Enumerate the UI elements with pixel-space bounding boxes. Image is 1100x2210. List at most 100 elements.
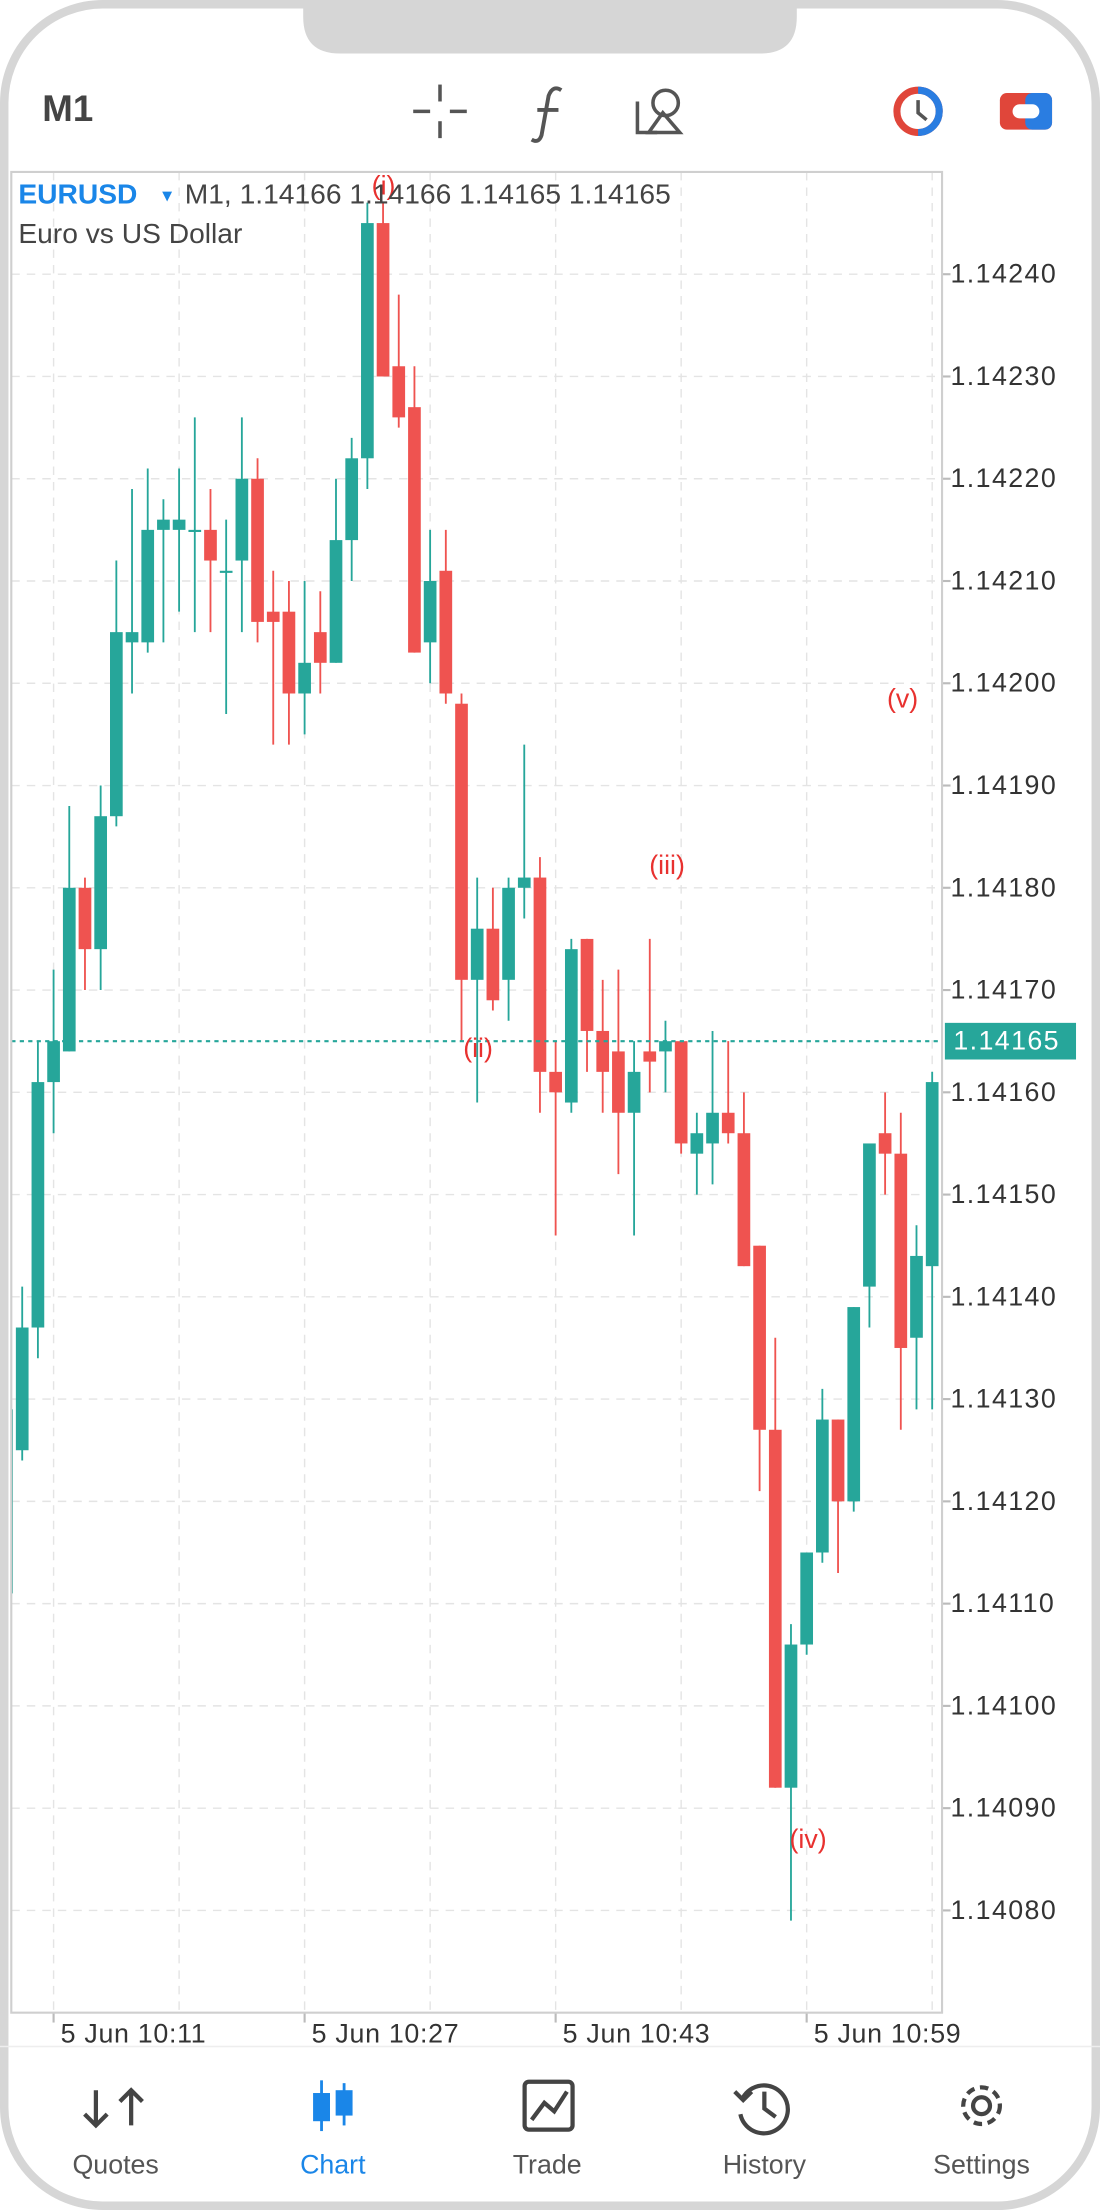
candle-body: [219, 570, 233, 573]
last-price-box: [944, 1022, 1077, 1060]
tab-bar: Quotes Chart Trade History Settings: [72, 2149, 1029, 2179]
candle-body: [329, 540, 343, 663]
y-tick-label: 1.14160: [951, 1077, 1058, 1107]
candle-body: [470, 928, 484, 980]
x-tick-label: 5 Jun 10:43: [563, 2018, 711, 2048]
candle-body: [455, 703, 468, 980]
candle-body: [251, 478, 264, 622]
y-tick-label: 1.14150: [951, 1179, 1058, 1209]
candle-body: [62, 887, 76, 1052]
symbol[interactable]: EURUSD: [18, 177, 137, 209]
candle-body: [690, 1133, 704, 1154]
candle-body: [439, 570, 453, 694]
candle-body: [110, 632, 123, 817]
last-price-label: 1.14165: [953, 1026, 1060, 1056]
candle-body: [627, 1071, 641, 1113]
candle-body: [831, 1419, 845, 1502]
y-tick-label: 1.14140: [951, 1281, 1058, 1311]
one-click-icon[interactable]: [893, 86, 943, 137]
candle-body: [361, 223, 374, 459]
y-tick-label: 1.14240: [951, 259, 1058, 289]
candle-body: [502, 887, 515, 980]
tab-label[interactable]: Trade: [513, 2149, 582, 2179]
x-tick-label: 5 Jun 10:27: [312, 2018, 460, 2048]
candle-body: [188, 529, 202, 532]
indicator-icon[interactable]: [530, 86, 563, 143]
candle-body: [894, 1153, 908, 1348]
quotes-icon[interactable]: [83, 2087, 144, 2129]
y-tick-label: 1.14230: [951, 361, 1058, 391]
trade-icon[interactable]: [999, 93, 1053, 130]
candle-body: [737, 1133, 751, 1267]
candle-body: [674, 1041, 688, 1144]
objects-icon[interactable]: [635, 88, 684, 135]
symbol-dropdown[interactable]: [162, 191, 173, 202]
candle-body: [564, 949, 578, 1103]
candle-body: [910, 1255, 923, 1338]
candle-body: [204, 529, 217, 561]
candle-body: [157, 519, 170, 530]
wave-label: (iii): [649, 850, 685, 880]
candle-body: [408, 407, 421, 653]
candle-body: [863, 1143, 876, 1287]
candle-body: [235, 478, 249, 561]
candle-body: [298, 662, 311, 694]
y-tick-label: 1.14190: [951, 770, 1058, 800]
candle-body: [549, 1071, 562, 1093]
candle-body: [125, 632, 139, 643]
y-tick-label: 1.14120: [951, 1486, 1058, 1516]
plot-border: [10, 170, 944, 2014]
y-tick-label: 1.14110: [951, 1588, 1056, 1618]
candle-body: [392, 366, 406, 418]
settings-icon[interactable]: [961, 2085, 1002, 2127]
candle-body: [533, 877, 547, 1072]
candle-body: [643, 1051, 657, 1062]
candle-body: [721, 1112, 735, 1134]
candle-body: [753, 1245, 766, 1430]
candle-body: [376, 223, 390, 377]
timeframe[interactable]: M1: [42, 88, 93, 129]
wave-label: (v): [887, 684, 918, 714]
candle-body: [847, 1307, 861, 1502]
y-tick-label: 1.14100: [951, 1690, 1058, 1720]
candle-body: [768, 1429, 782, 1788]
tab-label[interactable]: Chart: [300, 2149, 366, 2179]
ohlc-header: M1, 1.14166 1.14166 1.14165 1.14165: [185, 177, 671, 209]
candle-body: [612, 1051, 625, 1113]
candle-body: [313, 632, 327, 663]
candle-body: [596, 1030, 610, 1072]
y-tick-label: 1.14130: [951, 1384, 1058, 1414]
wave-label: (ii): [463, 1033, 493, 1063]
candles: [11, 202, 939, 1921]
candle-body: [517, 877, 531, 888]
history-icon[interactable]: [733, 2083, 790, 2136]
wave-label: (i): [372, 171, 396, 201]
y-tick-label: 1.14090: [951, 1793, 1058, 1823]
candle-body: [15, 1327, 29, 1451]
wave-label: (iv): [789, 1824, 826, 1854]
crosshair-icon[interactable]: [413, 84, 467, 139]
candle-body: [925, 1082, 939, 1267]
candle-body: [31, 1082, 45, 1328]
chart-icon[interactable]: [313, 2080, 353, 2132]
candle-body: [706, 1112, 719, 1144]
candle-body: [141, 529, 155, 643]
candle-body: [580, 938, 594, 1031]
y-tick-label: 1.14180: [951, 872, 1058, 902]
candle-body: [78, 887, 92, 950]
tab-label[interactable]: Settings: [933, 2149, 1030, 2179]
trade-tab-icon[interactable]: [522, 2079, 575, 2132]
candle-body: [486, 928, 500, 1001]
candle-body: [816, 1419, 829, 1553]
tab-label[interactable]: Quotes: [72, 2149, 158, 2179]
tab-label[interactable]: History: [723, 2149, 807, 2179]
candle-body: [345, 458, 359, 541]
candle-body: [423, 581, 437, 643]
symbol-description: Euro vs US Dollar: [18, 217, 242, 249]
y-tick-label: 1.14170: [951, 975, 1058, 1005]
chart: 1.14080 1.14090 1.14100 1.14110 1.14120 1.141…: [11, 171, 1077, 2048]
candle-body: [94, 816, 108, 950]
